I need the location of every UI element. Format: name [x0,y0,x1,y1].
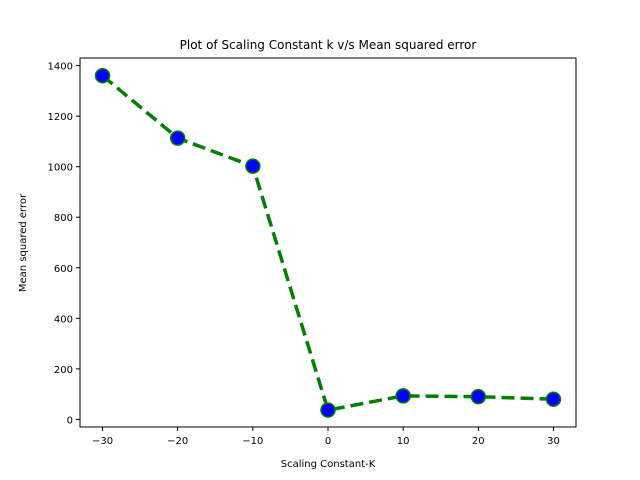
y-tick-label: 1400 [48,62,73,73]
x-tick-label: −20 [167,436,188,447]
data-point [245,158,261,174]
x-tick-label: −30 [92,436,113,447]
data-point [169,130,186,146]
x-axis-ticks: −30 −20 −10 0 10 20 30 [92,427,560,447]
data-point [94,67,111,84]
data-point [470,388,487,405]
y-axis-ticks: 0 200 400 600 800 1000 1200 1400 [48,62,80,426]
y-tick-label: 0 [67,415,73,426]
y-tick-label: 1000 [48,163,73,174]
x-axis-label: Scaling Constant-K [281,459,376,470]
x-tick-label: 20 [472,436,485,447]
x-tick-label: 0 [325,436,331,447]
y-tick-label: 800 [54,213,73,224]
chart-title: Plot of Scaling Constant k v/s Mean squa… [180,38,477,52]
y-tick-label: 1200 [48,112,73,123]
data-point [395,388,411,404]
y-tick-label: 400 [54,314,73,325]
plot-frame [79,57,577,428]
series-markers [94,67,562,418]
x-tick-label: 30 [547,436,560,447]
x-tick-label: 10 [397,436,410,447]
data-point [545,391,562,407]
y-tick-label: 600 [54,264,73,275]
x-tick-label: −10 [242,436,263,447]
data-point [320,402,336,418]
y-axis-label: Mean squared error [18,193,29,292]
y-tick-label: 200 [54,365,73,376]
